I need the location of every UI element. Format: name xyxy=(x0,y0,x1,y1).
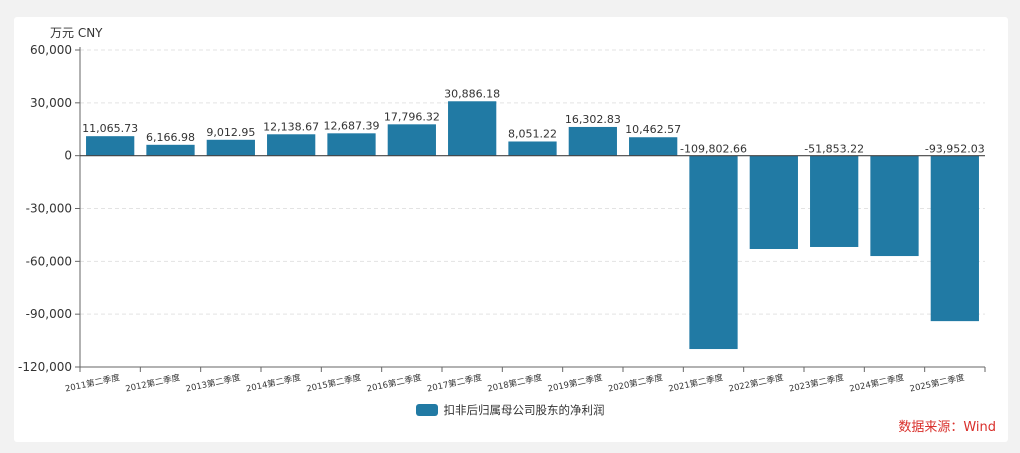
bar xyxy=(387,124,436,156)
x-tick-label: 2018第二季度 xyxy=(486,372,543,394)
bar xyxy=(508,141,557,156)
data-label: 12,687.39 xyxy=(324,119,380,132)
bar xyxy=(86,136,135,156)
data-label: 9,012.95 xyxy=(206,126,255,139)
legend-swatch xyxy=(415,404,438,416)
x-tick-label: 2020第二季度 xyxy=(607,372,664,394)
x-tick-label: 2011第二季度 xyxy=(64,372,121,394)
data-label: 17,796.32 xyxy=(384,110,440,123)
y-axis-unit-label: 万元 CNY xyxy=(50,26,103,40)
y-axis-ticks: 60,000 30,000 0 -30,000 -60,000 -90,000 -120,0… xyxy=(18,43,80,374)
x-tick-label: 2016第二季度 xyxy=(366,372,423,394)
y-tick-label: -30,000 xyxy=(26,202,72,216)
x-tick-label: 2013第二季度 xyxy=(185,372,242,394)
data-label: 6,166.98 xyxy=(146,131,195,144)
bars xyxy=(86,101,979,350)
x-tick-label: 2025第二季度 xyxy=(909,372,966,394)
x-axis-ticks: 2011第二季度 2012第二季度 2013第二季度 2014第二季度 2015第二季度… xyxy=(64,367,986,395)
data-label: -51,853.22 xyxy=(804,143,864,156)
bar xyxy=(327,133,376,156)
bar xyxy=(870,155,919,257)
x-tick-label: 2021第二季度 xyxy=(667,372,724,394)
bar xyxy=(568,126,617,156)
data-label: 8,051.22 xyxy=(508,127,557,140)
data-label: -109,802.66 xyxy=(680,143,747,156)
data-labels: 11,065.73 6,166.98 9,012.95 12,138.67 12,687… xyxy=(82,87,985,155)
bar xyxy=(448,101,497,156)
x-tick-label: 2023第二季度 xyxy=(788,372,845,394)
x-tick-label: 2012第二季度 xyxy=(124,372,181,394)
axes xyxy=(79,47,985,368)
x-tick-label: 2024第二季度 xyxy=(848,372,905,394)
bar xyxy=(689,155,738,350)
y-tick-label: -90,000 xyxy=(26,307,72,321)
legend[interactable]: 扣非后归属母公司股东的净利润 xyxy=(0,402,1020,418)
bar xyxy=(749,155,798,250)
x-tick-label: 2015第二季度 xyxy=(305,372,362,394)
y-tick-label: -60,000 xyxy=(26,254,72,268)
bar xyxy=(629,137,678,156)
x-tick-label: 2019第二季度 xyxy=(547,372,604,394)
bar xyxy=(206,139,255,156)
y-tick-label: 30,000 xyxy=(30,96,72,110)
data-label: -93,952.03 xyxy=(925,143,985,156)
source-note: 数据来源：Wind xyxy=(898,420,996,435)
y-tick-label: 0 xyxy=(64,149,72,163)
bar xyxy=(146,144,195,156)
y-tick-label: 60,000 xyxy=(30,43,72,57)
x-tick-label: 2014第二季度 xyxy=(245,372,302,394)
data-label: 10,462.57 xyxy=(625,123,681,136)
x-tick-label: 2017第二季度 xyxy=(426,372,483,394)
y-tick-label: -120,000 xyxy=(18,360,72,374)
data-label: 12,138.67 xyxy=(263,120,319,133)
bar xyxy=(810,155,859,247)
x-tick-label: 2022第二季度 xyxy=(728,372,785,394)
legend-label: 扣非后归属母公司股东的净利润 xyxy=(443,403,605,417)
data-label: 11,065.73 xyxy=(82,122,138,135)
data-label: 16,302.83 xyxy=(565,113,621,126)
bar xyxy=(267,134,316,156)
grid-lines xyxy=(80,49,985,315)
data-label: 30,886.18 xyxy=(444,87,500,100)
bar xyxy=(930,155,979,322)
